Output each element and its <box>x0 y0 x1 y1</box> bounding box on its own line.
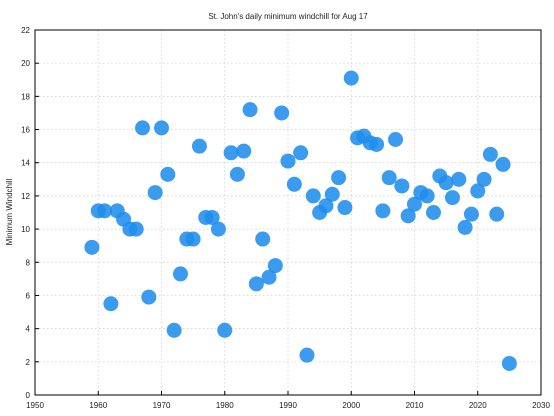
data-point <box>223 145 239 161</box>
data-point <box>242 102 258 118</box>
data-point <box>147 185 163 201</box>
y-tick-label: 10 <box>21 225 30 234</box>
data-point <box>369 136 385 152</box>
data-point <box>229 166 245 182</box>
y-tick-label: 4 <box>26 325 31 334</box>
y-tick-label: 2 <box>26 358 31 367</box>
data-point <box>451 171 467 187</box>
x-tick-label: 1980 <box>216 401 234 410</box>
x-tick-label: 1990 <box>279 401 297 410</box>
data-point <box>141 289 157 305</box>
x-tick-label: 1950 <box>26 401 44 410</box>
data-point <box>489 206 505 222</box>
y-tick-label: 14 <box>21 159 30 168</box>
gridlines <box>35 30 541 395</box>
y-tick-label: 22 <box>21 26 30 35</box>
data-point <box>381 170 397 186</box>
y-tick-label: 16 <box>21 126 30 135</box>
x-tick-label: 2020 <box>469 401 487 410</box>
chart-title: St. John's daily minimum windchill for A… <box>208 12 368 21</box>
data-point <box>128 221 144 237</box>
data-point <box>444 190 460 206</box>
data-point <box>337 200 353 216</box>
data-point <box>160 166 176 182</box>
data-point <box>495 156 511 172</box>
data-point <box>217 322 233 338</box>
data-point <box>476 171 492 187</box>
y-axis-label: Minimum Windchill <box>5 178 14 245</box>
axis-ticks: 1950 1960 1970 1980 1990 2000 2010 2020 20300246… <box>21 26 550 410</box>
x-tick-label: 2030 <box>532 401 550 410</box>
data-point <box>191 138 207 154</box>
data-point <box>280 153 296 169</box>
data-point <box>267 258 283 274</box>
data-point <box>248 276 264 292</box>
data-point <box>204 209 220 225</box>
data-point <box>438 175 454 191</box>
data-point <box>407 196 422 212</box>
x-tick-label: 2010 <box>406 401 424 410</box>
data-point <box>375 203 391 219</box>
x-tick-label: 1960 <box>89 401 107 410</box>
data-point <box>172 266 188 282</box>
data-point <box>482 146 498 162</box>
data-point <box>185 231 201 247</box>
data-point <box>293 145 309 161</box>
x-tick-label: 2000 <box>342 401 360 410</box>
data-point <box>388 132 404 147</box>
y-tick-label: 0 <box>26 391 31 400</box>
data-point <box>501 355 517 371</box>
data-point <box>331 170 347 186</box>
data-point <box>261 269 277 285</box>
data-point <box>154 120 169 136</box>
data-point <box>343 70 359 86</box>
data-point <box>425 205 441 220</box>
data-point <box>305 188 321 204</box>
data-points <box>84 70 517 371</box>
data-point <box>210 221 226 237</box>
y-tick-label: 20 <box>21 59 30 68</box>
data-point <box>255 231 271 247</box>
data-point <box>286 176 302 192</box>
data-point <box>166 322 182 338</box>
data-point <box>318 198 334 214</box>
data-point <box>324 186 340 202</box>
data-point <box>419 188 435 204</box>
data-point <box>470 183 486 199</box>
data-point <box>463 206 479 222</box>
y-tick-label: 12 <box>21 192 30 201</box>
data-point <box>457 219 473 235</box>
data-point <box>103 296 119 312</box>
data-point <box>274 105 290 121</box>
data-point <box>236 143 252 159</box>
data-point <box>394 178 410 194</box>
data-point <box>97 203 113 219</box>
y-tick-label: 18 <box>21 92 30 101</box>
data-point <box>84 239 100 255</box>
data-point <box>299 347 315 363</box>
y-tick-label: 6 <box>26 291 31 300</box>
data-point <box>400 208 416 224</box>
data-point <box>135 120 151 136</box>
x-tick-label: 1970 <box>153 401 171 410</box>
y-tick-label: 8 <box>26 258 31 267</box>
